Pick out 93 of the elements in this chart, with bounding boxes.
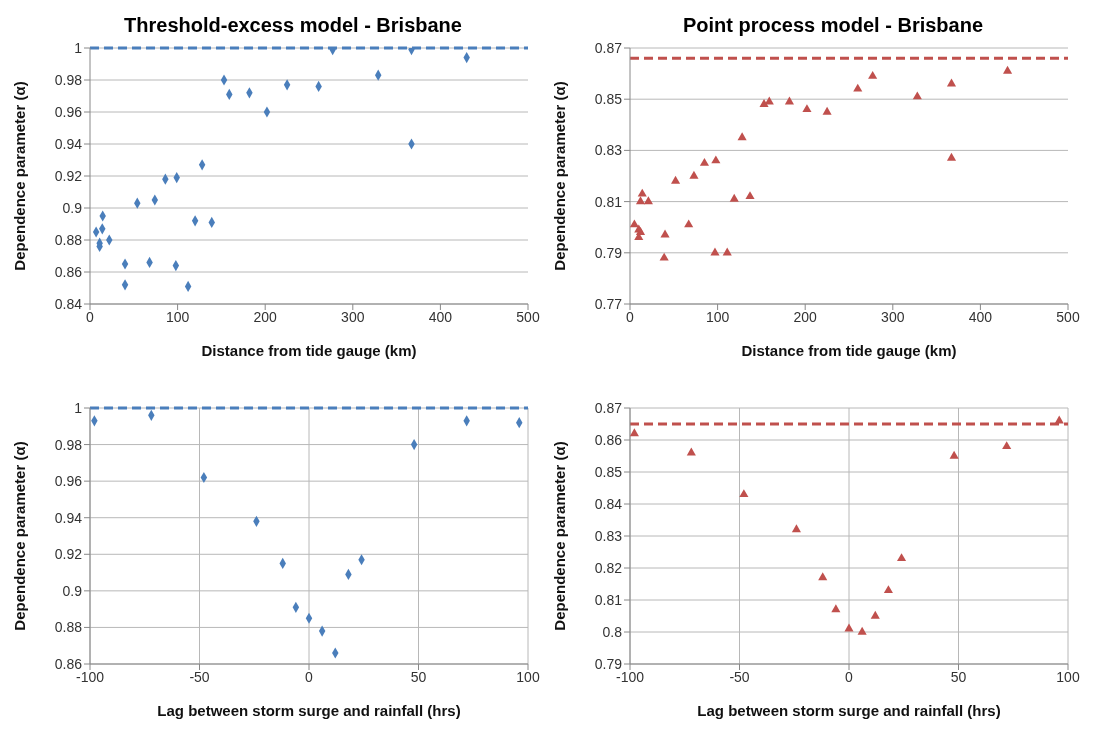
y-tick-label: 0.86 — [594, 431, 623, 448]
point — [670, 175, 681, 184]
point — [759, 99, 769, 107]
x-tick-label: 400 — [428, 308, 453, 325]
x-tick-label: 100 — [1056, 668, 1080, 685]
y-tick-label: 0.85 — [594, 463, 623, 480]
y-tick-label: 0.88 — [54, 619, 83, 636]
x-tick-label: 200 — [793, 308, 818, 325]
point — [822, 106, 832, 115]
y-tick-label: 0.83 — [594, 142, 623, 159]
point — [630, 428, 639, 437]
point — [853, 83, 863, 92]
y-tick-label: 0.87 — [594, 39, 623, 56]
x-tick-label: 50 — [950, 668, 967, 685]
point — [946, 152, 957, 161]
y-tick-label: 1 — [74, 399, 83, 416]
x-tick-label: 0 — [305, 668, 314, 685]
x-axis-title: Lag between storm surge and rainfall (hrs) — [697, 702, 1001, 719]
x-tick-label: -50 — [729, 668, 750, 685]
y-tick-label: 0.85 — [594, 91, 623, 108]
point — [643, 196, 653, 205]
x-axis-title: Distance from tide gauge (km) — [741, 342, 957, 359]
y-tick-label: 0.84 — [54, 295, 83, 312]
point — [737, 132, 747, 141]
point — [739, 489, 749, 498]
x-tick-label: 100 — [705, 308, 730, 325]
y-tick-label: 1 — [74, 39, 83, 56]
point — [857, 626, 867, 635]
point — [791, 524, 801, 533]
x-axis-title: Lag between storm surge and rainfall (hrs) — [157, 702, 461, 719]
chart-title: Threshold-excess model - Brisbane — [124, 14, 462, 36]
y-axis-title: Dependence parameter (α) — [551, 81, 569, 271]
point — [684, 219, 694, 228]
point — [659, 252, 669, 261]
y-tick-label: 0.92 — [54, 167, 83, 184]
point — [699, 157, 710, 166]
point — [912, 91, 922, 100]
y-tick-label: 0.84 — [594, 495, 623, 512]
x-tick-label: 300 — [341, 308, 365, 325]
point — [818, 572, 828, 581]
point — [711, 155, 721, 164]
y-tick-label: 0.94 — [54, 509, 83, 526]
y-tick-label: 0.98 — [54, 436, 83, 453]
point — [660, 229, 670, 238]
point — [1003, 65, 1013, 74]
point — [883, 585, 893, 594]
y-tick-label: 0.81 — [594, 193, 623, 210]
y-axis-title: Dependence parameter (α) — [551, 441, 569, 631]
point — [831, 604, 841, 613]
y-tick-label: 0.98 — [54, 71, 83, 88]
y-axis-title: Dependence parameter (α) — [11, 441, 29, 631]
x-tick-label: 100 — [516, 668, 540, 685]
y-tick-label: 0.87 — [594, 399, 623, 416]
x-tick-label: 0 — [86, 308, 95, 325]
x-tick-label: 500 — [516, 308, 540, 325]
y-tick-label: 0.81 — [594, 591, 623, 608]
point — [689, 170, 699, 179]
y-tick-label: 0.8 — [602, 623, 623, 640]
point — [949, 450, 959, 459]
y-tick-label: 0.96 — [54, 103, 83, 120]
x-tick-label: 100 — [165, 308, 190, 325]
x-axis-title: Distance from tide gauge (km) — [201, 342, 417, 359]
point — [630, 219, 639, 228]
chart-title: Point process model - Brisbane — [682, 14, 984, 36]
y-tick-label: 0.96 — [54, 473, 83, 490]
point — [1002, 441, 1012, 450]
x-tick-label: 400 — [968, 308, 993, 325]
x-tick-label: 300 — [881, 308, 905, 325]
y-tick-label: 0.9 — [62, 199, 83, 216]
x-tick-label: 50 — [410, 668, 427, 685]
point — [729, 193, 739, 202]
y-axis-title: Dependence parameter (α) — [11, 81, 29, 271]
y-tick-label: 0.9 — [62, 582, 83, 599]
point — [635, 196, 646, 205]
point — [870, 610, 880, 619]
point — [637, 188, 647, 197]
point — [745, 191, 755, 200]
point — [802, 104, 812, 113]
y-tick-label: 0.83 — [594, 527, 623, 544]
x-tick-label: -50 — [189, 668, 210, 685]
x-tick-label: 0 — [845, 668, 854, 685]
y-tick-label: 0.88 — [54, 231, 83, 248]
point — [897, 553, 907, 562]
y-tick-label: 0.79 — [594, 244, 623, 261]
y-tick-label: 0.86 — [54, 263, 83, 280]
y-tick-label: 0.77 — [594, 295, 623, 312]
y-tick-label: 0.94 — [54, 135, 83, 152]
x-tick-label: 500 — [1056, 308, 1080, 325]
point — [868, 70, 878, 79]
x-tick-label: 0 — [626, 308, 635, 325]
y-tick-label: 0.92 — [54, 546, 83, 563]
x-tick-label: 200 — [253, 308, 278, 325]
y-tick-label: 0.82 — [594, 559, 623, 576]
